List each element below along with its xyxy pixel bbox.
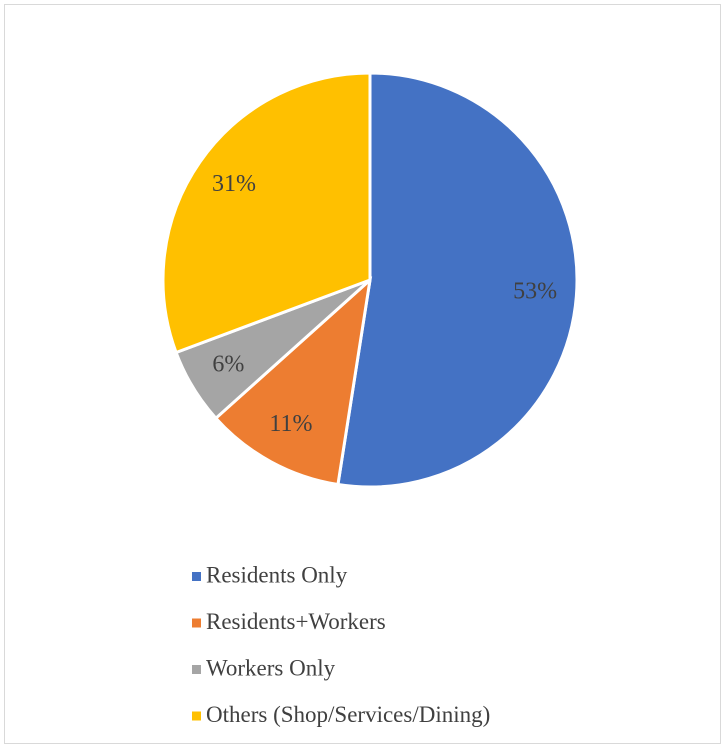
data-label: 6% xyxy=(212,351,244,377)
legend-label: Others (Shop/Services/Dining) xyxy=(206,702,490,727)
legend-swatch xyxy=(192,711,201,721)
pie-slice xyxy=(161,71,372,355)
data-label: 31% xyxy=(212,171,256,197)
legend-label: Workers Only xyxy=(206,655,336,680)
legend-label: Residents Only xyxy=(206,562,348,587)
legend-label: Residents+Workers xyxy=(206,609,386,634)
pie-slice xyxy=(336,71,579,489)
data-label: 53% xyxy=(513,278,557,304)
legend-swatch xyxy=(192,572,201,581)
data-label: 11% xyxy=(269,411,312,437)
legend-swatch xyxy=(192,618,201,628)
legend-swatch xyxy=(192,665,201,674)
pie-slice xyxy=(213,276,373,487)
